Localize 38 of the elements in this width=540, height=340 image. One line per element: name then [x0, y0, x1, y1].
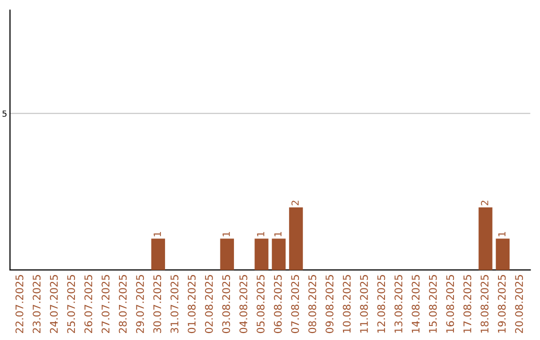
x-tick-label: 06.08.2025 [274, 275, 282, 334]
x-tick-label: 02.08.2025 [204, 275, 213, 334]
x-tick-label: 08.08.2025 [308, 275, 316, 334]
x-tick-label: 10.08.2025 [342, 275, 351, 333]
data-label: 1 [154, 232, 161, 236]
x-tick-label: 14.08.2025 [412, 275, 420, 333]
x-tick-label: 31.07.2025 [170, 275, 178, 333]
data-label: 1 [257, 232, 264, 236]
data-label: 2 [291, 200, 299, 206]
x-tick-label: 19.08.2025 [498, 275, 506, 333]
y-tick-label: 5 [2, 110, 6, 117]
data-label: 1 [498, 232, 506, 236]
x-tick-label: 03.08.2025 [222, 275, 230, 334]
x-tick-label: 01.08.2025 [188, 275, 196, 334]
x-tick-label: 16.08.2025 [446, 275, 454, 333]
x-tick-label: 04.08.2025 [239, 275, 248, 334]
x-tick-label: 30.07.2025 [153, 275, 162, 333]
data-label: 2 [480, 200, 488, 206]
x-tick-label: 26.07.2025 [84, 275, 92, 334]
x-tick-label: 17.08.2025 [463, 275, 472, 333]
x-tick-label: 27.07.2025 [102, 275, 110, 334]
x-tick-label: 20.08.2025 [515, 275, 523, 334]
x-tick-label: 11.08.2025 [360, 275, 368, 333]
x-tick-label: 07.08.2025 [291, 275, 299, 334]
data-label: 1 [222, 232, 230, 236]
x-tick-label: 09.08.2025 [326, 275, 334, 334]
x-tick-label: 23.07.2025 [32, 275, 41, 334]
x-tick-label: 18.08.2025 [480, 275, 489, 333]
x-tick-label: 28.07.2025 [118, 275, 127, 334]
x-tick-label: 22.07.2025 [15, 275, 24, 334]
x-tick-label: 24.07.2025 [50, 275, 58, 334]
data-label: 1 [274, 232, 282, 236]
x-tick-label: 15.08.2025 [428, 275, 437, 333]
x-tick-label: 13.08.2025 [394, 275, 402, 333]
x-tick-label: 29.07.2025 [136, 275, 144, 334]
x-tick-label: 12.08.2025 [377, 275, 386, 333]
x-tick-label: 05.08.2025 [256, 275, 265, 334]
x-tick-label: 25.07.2025 [67, 275, 76, 334]
